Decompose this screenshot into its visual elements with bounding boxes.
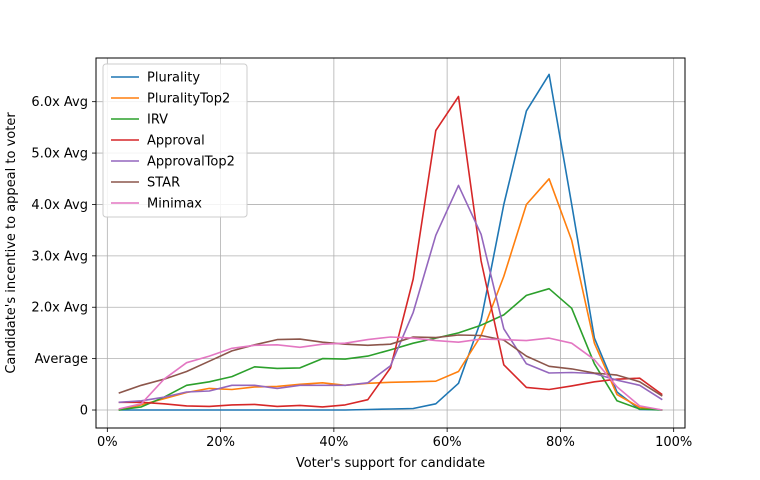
y-tick-label: 2.0x Avg <box>31 301 88 316</box>
legend-label: Approval <box>147 134 205 149</box>
legend-label: Plurality <box>147 71 200 86</box>
legend-label: STAR <box>147 176 180 191</box>
series-line-pluralitytop2 <box>118 178 663 411</box>
x-tick-label: 20% <box>206 435 235 450</box>
series-line-minimax <box>118 336 663 411</box>
legend-box <box>102 63 248 218</box>
series-lines <box>118 73 663 411</box>
series-line-approval <box>118 95 663 408</box>
legend-label: IRV <box>147 113 168 128</box>
legend-label: PluralityTop2 <box>147 92 230 107</box>
legend-label: ApprovalTop2 <box>147 155 235 170</box>
x-tick-label: 100% <box>655 435 692 450</box>
x-tick-label: 80% <box>546 435 575 450</box>
y-tick-label: Average <box>35 352 88 367</box>
x-tick-label: 60% <box>433 435 462 450</box>
y-tick-label: 5.0x Avg <box>31 147 88 162</box>
legend: Plurality PluralityTop2 IRV Approval Approva… <box>102 63 248 218</box>
plot-frame <box>95 57 686 429</box>
x-axis-label: Voter's support for candidate <box>296 456 485 471</box>
y-tick-label: 6.0x Avg <box>31 95 88 110</box>
y-tick-label: 0 <box>80 404 88 419</box>
y-tick-label: 4.0x Avg <box>31 198 88 213</box>
series-line-star <box>118 334 663 397</box>
x-tick-label: 0% <box>97 435 118 450</box>
y-axis-label: Candidate's incentive to appeal to voter <box>4 112 19 374</box>
series-line-plurality <box>118 73 663 411</box>
grid <box>96 58 685 428</box>
x-tick-label: 40% <box>319 435 348 450</box>
series-line-approvaltop2 <box>118 184 663 404</box>
axis-ticks: 0% 20% 40% 60% 80% 100% 0 Average 2.0x Avg 3.0x A… <box>31 95 692 450</box>
series-line-irv <box>118 287 663 411</box>
legend-label: Minimax <box>147 197 202 212</box>
y-tick-label: 3.0x Avg <box>31 249 88 264</box>
